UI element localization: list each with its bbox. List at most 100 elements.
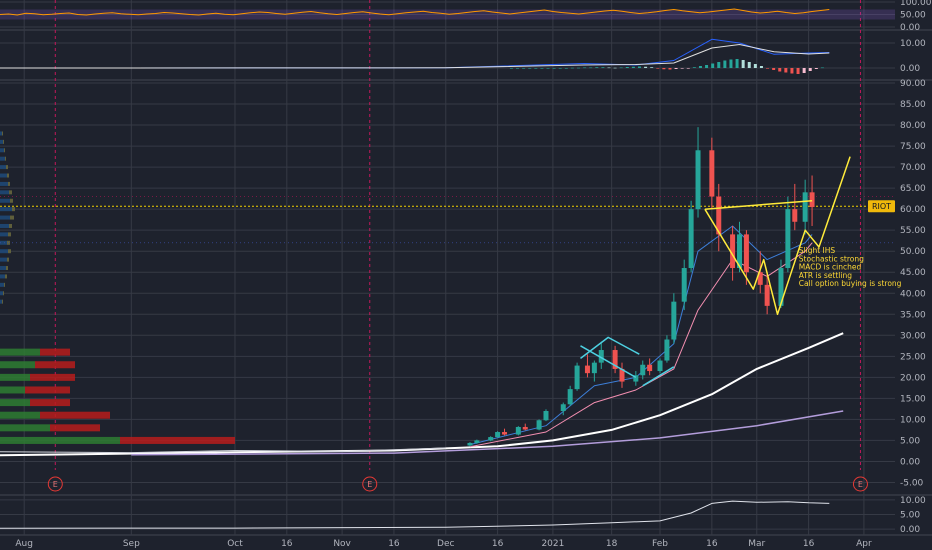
macd-histogram-bar — [680, 68, 684, 69]
macd-histogram-bar — [820, 67, 824, 69]
volume-profile-up-bar — [0, 249, 8, 254]
macd-histogram-bar — [564, 68, 568, 69]
macd-histogram-bar — [522, 68, 526, 69]
volume-profile-up-bar — [0, 291, 3, 296]
volume-profile-down-bar — [10, 198, 13, 203]
candle-body[interactable] — [671, 301, 677, 340]
volume-profile-up-bar — [0, 173, 7, 178]
earnings-marker[interactable] — [852, 476, 868, 492]
macd-histogram-bar — [656, 68, 660, 69]
macd-pane[interactable] — [0, 38, 830, 74]
candle-body[interactable] — [730, 234, 736, 269]
candle-body[interactable] — [543, 411, 549, 421]
earnings-marker-label: E — [53, 480, 58, 489]
macd-histogram-bar — [577, 67, 581, 69]
early-price-line — [0, 447, 446, 454]
candle-body[interactable] — [612, 350, 618, 369]
volume-profile-up-bar — [0, 257, 7, 262]
price-tick-label: 85.00 — [900, 100, 926, 110]
moving-average-line — [131, 410, 844, 456]
macd-histogram-bar — [534, 68, 538, 69]
volume-profile-up-bar — [0, 348, 40, 356]
candle-body[interactable] — [657, 360, 663, 372]
time-axis[interactable]: Aug Sep Oct 16 Nov 16 Dec 16 2021 18 Feb 16 Mar 16 Apr — [15, 539, 872, 549]
macd-histogram-bar — [717, 62, 721, 68]
macd-histogram-bar — [747, 62, 751, 68]
volume-profile-down-bar — [4, 148, 5, 153]
macd-histogram-bar — [808, 68, 812, 71]
atr-pane[interactable] — [0, 500, 830, 529]
candle-body[interactable] — [716, 196, 722, 235]
macd-histogram-bar — [662, 68, 666, 70]
candle-body[interactable] — [743, 234, 749, 273]
macd-histogram-bar — [601, 67, 605, 68]
macd-histogram-bar — [583, 67, 587, 69]
candle-body[interactable] — [591, 362, 597, 374]
price-axis[interactable]: 100.00 50.00 0.00 10.00 0.00 90.00 85.00 80.00 7… — [868, 0, 932, 535]
candle-body[interactable] — [764, 284, 770, 306]
candle-body[interactable] — [640, 364, 646, 376]
macd-histogram-bar — [595, 67, 599, 68]
volume-profile-down-bar — [12, 207, 15, 212]
candle-body[interactable] — [619, 368, 625, 382]
candle-body[interactable] — [488, 437, 494, 441]
price-tick-label: 0.00 — [900, 457, 920, 467]
candle-body[interactable] — [598, 350, 604, 363]
candle-body[interactable] — [809, 192, 815, 208]
candle-body[interactable] — [688, 209, 694, 269]
earnings-marker[interactable] — [47, 476, 63, 492]
candle-body[interactable] — [802, 192, 808, 222]
candle-body[interactable] — [736, 234, 742, 269]
candle-body[interactable] — [709, 150, 715, 197]
macd-line — [0, 38, 830, 69]
macd-histogram-bar — [814, 68, 818, 69]
candle-body[interactable] — [495, 432, 501, 438]
candle-body[interactable] — [792, 209, 798, 222]
candle-body[interactable] — [633, 375, 639, 382]
candle-body[interactable] — [536, 420, 542, 430]
price-pane[interactable] — [0, 127, 895, 457]
macd-histogram-bar — [509, 68, 513, 69]
candle-body[interactable] — [757, 272, 763, 285]
candle-body[interactable] — [695, 150, 701, 210]
volume-profile-up-bar — [0, 139, 3, 144]
candle-body[interactable] — [647, 364, 653, 372]
candle-body[interactable] — [785, 209, 791, 269]
time-tick-label: Aug — [15, 539, 33, 549]
volume-profile-down-bar — [30, 373, 75, 381]
atr-tick-label: 5.00 — [900, 511, 920, 521]
price-tick-label: 50.00 — [900, 247, 926, 257]
rsi-tick-label: 100.00 — [900, 0, 932, 8]
candle-body[interactable] — [522, 426, 528, 430]
price-tick-label: 60.00 — [900, 205, 926, 215]
candle-body[interactable] — [474, 440, 480, 443]
earnings-marker[interactable] — [362, 476, 378, 492]
time-tick-label: Oct — [227, 539, 243, 549]
symbol-price-tag[interactable] — [868, 200, 895, 213]
candle-body[interactable] — [467, 442, 473, 446]
candle-body[interactable] — [574, 365, 580, 390]
volume-profile-down-bar — [40, 411, 110, 419]
price-tick-label: 25.00 — [900, 352, 926, 362]
candle-body[interactable] — [560, 404, 566, 411]
macd-tick-label: 0.00 — [900, 64, 920, 74]
candle-body[interactable] — [681, 268, 687, 302]
candle-body[interactable] — [664, 339, 670, 361]
candle-body[interactable] — [567, 389, 573, 405]
time-tick-label: 18 — [606, 539, 618, 549]
candle-body[interactable] — [515, 426, 521, 435]
candle-body[interactable] — [778, 268, 784, 306]
rsi-tick-label: 50.00 — [900, 11, 926, 21]
macd-histogram-bar — [619, 67, 623, 69]
macd-histogram-bar — [650, 67, 654, 68]
candle-body[interactable] — [584, 365, 590, 374]
rsi-pane[interactable] — [0, 8, 895, 20]
volume-profile-up-bar — [0, 266, 6, 271]
macd-histogram-bar — [644, 66, 648, 68]
candle-body[interactable] — [502, 432, 508, 435]
macd-histogram-bar — [625, 67, 629, 68]
price-tick-label: -5.00 — [900, 478, 924, 488]
macd-histogram-bar — [674, 68, 678, 69]
